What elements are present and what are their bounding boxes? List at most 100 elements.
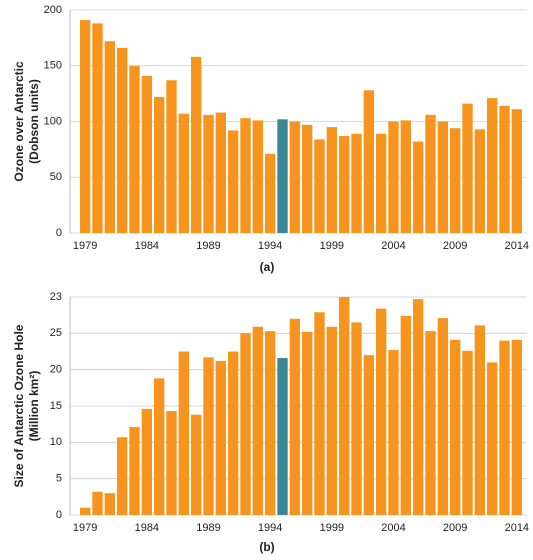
- bar: [388, 121, 399, 233]
- x-tick-label: 2004: [381, 522, 405, 534]
- bar: [252, 120, 264, 233]
- bar: [240, 118, 251, 233]
- bar: [462, 350, 473, 515]
- bar: [338, 135, 350, 233]
- bar: [486, 362, 498, 515]
- y-tick-label: 5: [56, 473, 62, 485]
- caption: (a): [260, 260, 275, 274]
- bar: [486, 98, 498, 234]
- y-tick-label: 150: [44, 60, 62, 72]
- x-tick-label: 2009: [443, 522, 467, 534]
- y-tick-label: 200: [44, 4, 62, 16]
- y-axis-title: Size of Antarctic Ozone Hole: [12, 324, 26, 487]
- bar: [437, 318, 449, 515]
- bar: [351, 133, 362, 233]
- y-axis-title: Ozone over Antarctic: [12, 61, 26, 182]
- x-tick-label: 1994: [258, 240, 282, 252]
- bar: [203, 357, 214, 515]
- bar: [178, 351, 190, 515]
- bar: [227, 351, 239, 515]
- x-tick-label: 1984: [135, 240, 159, 252]
- bar: [104, 41, 116, 233]
- x-tick-label: 1999: [320, 522, 344, 534]
- bar: [437, 121, 449, 233]
- x-tick-label: 1989: [196, 522, 220, 534]
- bar: [301, 331, 313, 515]
- bar: [129, 65, 140, 233]
- bar: [215, 360, 227, 515]
- bar: [474, 129, 486, 233]
- x-tick-label: 1979: [73, 240, 97, 252]
- x-tick-label: 2009: [443, 240, 467, 252]
- bar: [289, 121, 301, 233]
- bar: [178, 113, 190, 233]
- bar: [227, 130, 239, 233]
- bar: [116, 437, 128, 515]
- x-tick-label: 2014: [505, 240, 529, 252]
- y-axis-title: (Dobson units): [27, 79, 41, 164]
- bar: [104, 493, 116, 515]
- caption: (b): [259, 540, 274, 554]
- bar: [264, 331, 276, 515]
- x-tick-label: 1979: [73, 522, 97, 534]
- bar: [351, 322, 362, 515]
- bar: [499, 105, 510, 233]
- y-tick-label: 100: [44, 115, 62, 127]
- bar: [400, 315, 412, 515]
- bar: [141, 408, 153, 515]
- y-tick-label: 0: [56, 227, 62, 239]
- y-tick-label: 25: [50, 327, 62, 339]
- y-axis-title: (Million km²): [27, 371, 41, 442]
- bar: [92, 23, 103, 233]
- bar: [425, 331, 436, 515]
- bar: [203, 114, 214, 233]
- y-tick-label: 15: [50, 400, 62, 412]
- bar: [129, 427, 140, 515]
- bar: [79, 20, 91, 233]
- bar: [116, 47, 128, 233]
- bar: [363, 355, 375, 515]
- bar: [215, 112, 227, 233]
- bar: [141, 75, 153, 233]
- bar: [264, 153, 276, 233]
- bar: [511, 109, 523, 233]
- x-tick-label: 1994: [258, 522, 282, 534]
- y-tick-label: 0: [56, 509, 62, 521]
- x-tick-label: 1984: [135, 522, 159, 534]
- bar: [166, 80, 177, 234]
- bar: [314, 139, 325, 233]
- bar: [449, 128, 461, 233]
- bar: [240, 333, 251, 515]
- bar: [412, 141, 424, 233]
- bar: [79, 507, 91, 515]
- bar: [511, 339, 523, 515]
- bar: [153, 96, 165, 233]
- bar: [388, 350, 399, 515]
- bar: [363, 90, 375, 233]
- bar: [190, 414, 202, 515]
- bar: [252, 326, 264, 515]
- x-tick-label: 1999: [320, 240, 344, 252]
- x-tick-label: 2004: [381, 240, 405, 252]
- bar: [301, 124, 313, 233]
- bar: [289, 318, 301, 515]
- bar: [462, 103, 473, 233]
- bar: [449, 339, 461, 515]
- y-tick-label: 50: [50, 171, 62, 183]
- bar: [412, 299, 424, 515]
- bar: [153, 378, 165, 515]
- y-tick-label: 23: [50, 291, 62, 303]
- bar: [166, 411, 177, 515]
- bar: [474, 325, 486, 515]
- bar: [425, 114, 436, 233]
- x-tick-label: 2014: [505, 522, 529, 534]
- bar: [277, 119, 288, 233]
- bar: [375, 133, 387, 233]
- bar: [92, 491, 103, 515]
- bar: [314, 312, 325, 515]
- bar: [326, 326, 338, 515]
- y-tick-label: 20: [50, 364, 62, 376]
- bar: [499, 340, 510, 515]
- bar: [400, 120, 412, 233]
